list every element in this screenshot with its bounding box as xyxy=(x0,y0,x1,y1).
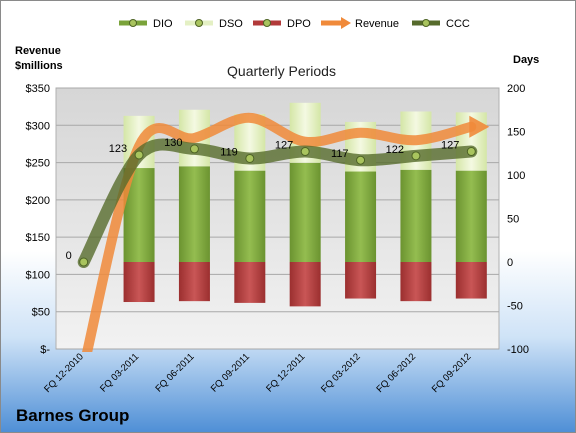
bar-dio xyxy=(234,170,266,262)
y-right-tick-label: 0 xyxy=(507,257,513,269)
ccc-data-label: 122 xyxy=(386,144,404,156)
legend-swatch-dot xyxy=(195,19,203,27)
y-left-tick-label: $350 xyxy=(26,83,50,95)
right-axis-label: Days xyxy=(513,54,539,66)
bar-dio xyxy=(345,171,377,262)
bar-dpo xyxy=(289,262,321,307)
left-axis-label-line2: $millions xyxy=(15,60,63,72)
y-left-tick-label: $- xyxy=(40,344,50,356)
bar-dio xyxy=(289,162,321,262)
ccc-data-label: 117 xyxy=(331,148,349,160)
legend-label: DIO xyxy=(153,18,173,30)
lines: 0 123 130 119 127 117 122 127 xyxy=(66,112,490,352)
bar-dpo xyxy=(123,262,155,303)
x-tick-label: FQ 06-2011 xyxy=(153,351,196,394)
y-left-tick-label: $200 xyxy=(26,195,50,207)
legend: DIO DSO DPO Revenue CCC xyxy=(119,17,470,30)
y-right-tick-label: -100 xyxy=(507,344,529,356)
legend-swatch-arrow xyxy=(341,17,351,29)
y-left-tick-label: $150 xyxy=(26,232,50,244)
legend-label: DPO xyxy=(287,18,311,30)
ccc-point xyxy=(300,147,310,157)
y-right-tick-label: 200 xyxy=(507,83,525,95)
ccc-data-label: 123 xyxy=(109,143,127,155)
legend-swatch-dot xyxy=(422,19,430,27)
ccc-point xyxy=(356,155,366,165)
bar-dpo xyxy=(455,262,487,299)
y-right-tick-label: 100 xyxy=(507,170,525,182)
bar-dio xyxy=(455,170,487,262)
left-axis-label-line1: Revenue xyxy=(15,45,61,57)
ccc-data-label: 0 xyxy=(66,250,72,262)
y-right-tick-label: -50 xyxy=(507,301,523,313)
ccc-point xyxy=(79,257,89,267)
x-tick-label: FQ 03-2012 xyxy=(319,351,363,395)
y-left-tick-label: $50 xyxy=(32,307,50,319)
ccc-point xyxy=(466,147,476,157)
legend-label: Revenue xyxy=(355,18,399,30)
x-tick-label: FQ 06-2012 xyxy=(374,351,418,395)
bar-dpo xyxy=(345,262,377,299)
y-left-tick-label: $250 xyxy=(26,158,50,170)
legend-label: CCC xyxy=(446,18,470,30)
legend-label: DSO xyxy=(219,18,243,30)
y-left-tick-label: $300 xyxy=(26,120,50,132)
ccc-point xyxy=(134,150,144,160)
chart-title: Quarterly Periods xyxy=(227,63,336,79)
ccc-data-label: 127 xyxy=(275,140,293,152)
ccc-data-label: 127 xyxy=(441,140,459,152)
bar-dio xyxy=(178,166,210,262)
ccc-data-label: 119 xyxy=(220,146,238,158)
ccc-point xyxy=(245,153,255,163)
legend-swatch-dot xyxy=(263,19,271,27)
bar-dpo xyxy=(400,262,432,302)
x-tick-label: FQ 09-2011 xyxy=(209,351,252,394)
ccc-point xyxy=(411,151,421,161)
y-right-tick-label: 50 xyxy=(507,214,519,226)
x-tick-label: FQ 12-2010 xyxy=(42,351,86,395)
bar-dio xyxy=(400,169,432,262)
company-name: Barnes Group xyxy=(16,406,130,425)
x-tick-label: FQ 12-2011 xyxy=(264,351,307,394)
x-tick-label: FQ 09-2012 xyxy=(430,351,474,395)
x-tick-label: FQ 03-2011 xyxy=(98,351,141,394)
legend-swatch-dot xyxy=(129,19,137,27)
ccc-data-label: 130 xyxy=(164,137,182,149)
bar-dpo xyxy=(178,262,210,302)
y-left-tick-label: $100 xyxy=(26,269,50,281)
ccc-point xyxy=(189,144,199,154)
y-right-tick-label: 150 xyxy=(507,127,525,139)
bar-dpo xyxy=(234,262,266,303)
revenue-arrowhead xyxy=(469,115,490,138)
